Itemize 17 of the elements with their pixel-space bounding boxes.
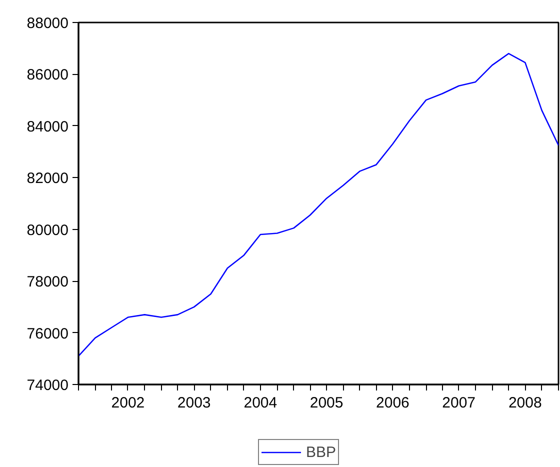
x-tick-label: 2006 xyxy=(376,394,410,412)
y-tick-label: 74000 xyxy=(26,377,69,394)
x-tick-label: 2005 xyxy=(310,394,344,412)
y-tick-label: 82000 xyxy=(26,170,69,188)
y-tick-label: 80000 xyxy=(26,222,69,239)
legend-label: BBP xyxy=(306,444,336,460)
line-series xyxy=(78,52,558,357)
x-tick-label: 2008 xyxy=(508,394,542,412)
x-tick-label: 2004 xyxy=(244,394,278,412)
x-tick-label: 2002 xyxy=(111,394,145,412)
y-tick-label: 86000 xyxy=(26,66,69,84)
y-tick-label: 76000 xyxy=(26,325,69,342)
y-tick-label: 78000 xyxy=(26,274,69,291)
x-tick-label: 2007 xyxy=(442,394,476,412)
x-tick-label: 2003 xyxy=(177,394,211,412)
y-tick-label: 88000 xyxy=(26,15,69,32)
y-tick-label: 84000 xyxy=(26,118,69,136)
